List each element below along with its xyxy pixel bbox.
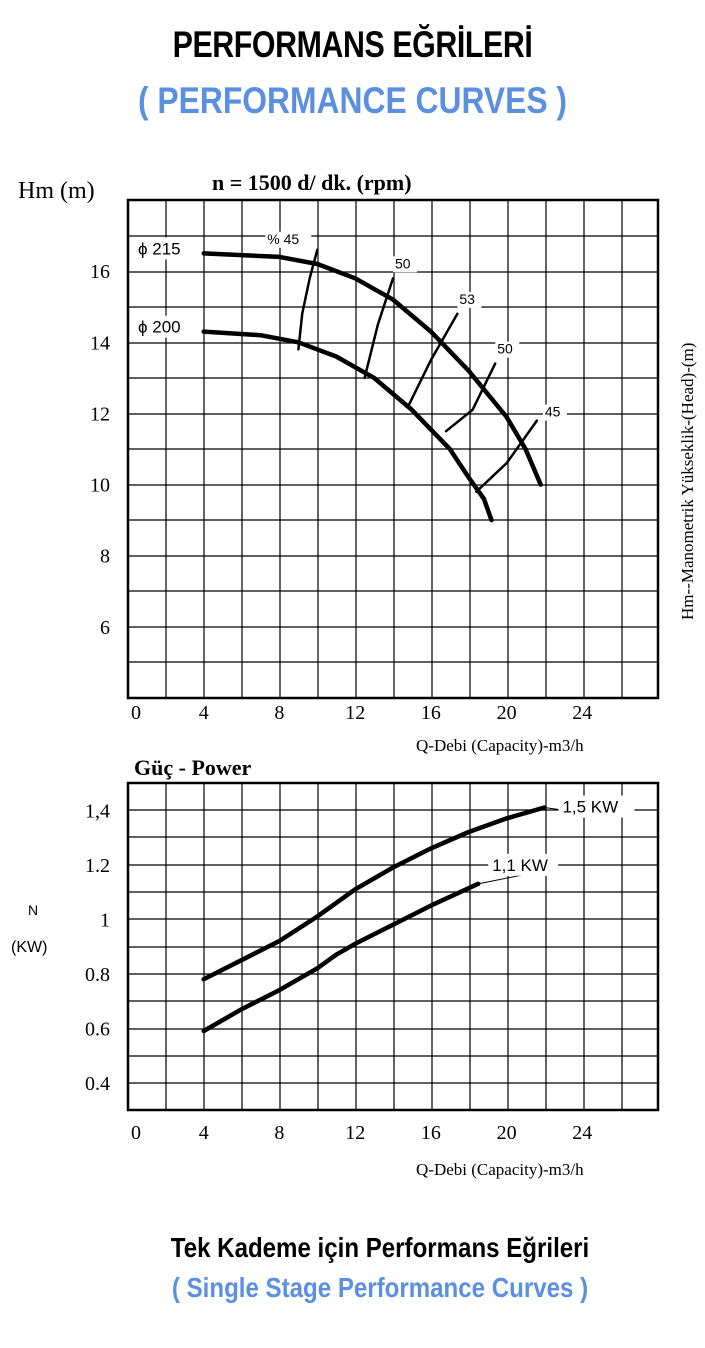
head-y-tick-label: 6 bbox=[100, 617, 110, 639]
efficiency-line bbox=[297, 248, 319, 351]
head-axis-title: Hm (m) bbox=[18, 178, 95, 204]
footer-subtitle: ( Single Stage Performance Curves ) bbox=[171, 1272, 589, 1303]
efficiency-label: 50 bbox=[497, 341, 513, 357]
head-y-tick-label: 8 bbox=[100, 546, 110, 568]
head-y-tick-label: 12 bbox=[90, 403, 110, 425]
head-x-tick-label: 8 bbox=[274, 702, 284, 724]
motor-label-bg bbox=[488, 853, 559, 876]
page-title: PERFORMANS EĞRİLERİ bbox=[172, 24, 533, 65]
motor-label: 1,5 KW bbox=[562, 798, 618, 817]
head-y-tick-label: 16 bbox=[90, 261, 110, 283]
head-x-axis-label: Q-Debi (Capacity)-m3/h bbox=[416, 736, 584, 755]
power-x-tick-label: 0 bbox=[131, 1122, 141, 1144]
power-y-tick-label: 0.8 bbox=[85, 964, 110, 986]
power-x-tick-label: 4 bbox=[199, 1122, 209, 1144]
head-x-tick-label: 20 bbox=[497, 702, 517, 724]
efficiency-line bbox=[444, 362, 497, 433]
head-x-tick-label: 24 bbox=[572, 702, 592, 724]
power-x-tick-label: 20 bbox=[497, 1122, 517, 1144]
footer-title: Tek Kademe için Performans Eğrileri bbox=[170, 1232, 590, 1263]
head-curve-label: ϕ 200 bbox=[138, 318, 181, 337]
efficiency-line bbox=[406, 312, 459, 408]
head-curve-label: ϕ 215 bbox=[138, 239, 181, 258]
efficiency-label-bg bbox=[495, 341, 520, 358]
efficiency-label-bg bbox=[393, 256, 418, 273]
power-y-tick-label: 1.2 bbox=[85, 855, 110, 877]
power-chart: 0 4 8 12 16 20 24 0.4 0.6 0.8 1 1.2 1,4 1,5 KW 1,1 KW bbox=[85, 781, 660, 1144]
power-x-tick-label: 24 bbox=[572, 1122, 592, 1144]
head-x-tick-label: 4 bbox=[199, 702, 209, 724]
head-y-tick-label: 10 bbox=[90, 475, 110, 497]
head-x-tick-label: 12 bbox=[345, 702, 365, 724]
power-x-tick-label: 12 bbox=[345, 1122, 365, 1144]
head-side-axis-label: Hm--Manometrik Yükseklik-(Head)-(m) bbox=[678, 343, 697, 620]
power-chart-title: Güç - Power bbox=[134, 755, 252, 780]
power-curve-line bbox=[201, 881, 481, 1034]
power-y-tick-label: 1,4 bbox=[85, 800, 110, 822]
power-x-tick-label: 16 bbox=[421, 1122, 441, 1144]
head-chart-title: n = 1500 d/ dk. (rpm) bbox=[212, 170, 412, 195]
head-curve-label-bg bbox=[134, 237, 190, 260]
head-y-tick-label: 14 bbox=[90, 332, 110, 354]
head-x-tick-label: 0 bbox=[131, 702, 141, 724]
efficiency-label: 45 bbox=[545, 404, 561, 420]
head-curve-label-bg bbox=[134, 315, 190, 338]
efficiency-label: % 45 bbox=[267, 231, 299, 247]
power-x-axis-label: Q-Debi (Capacity)-m3/h bbox=[416, 1160, 584, 1179]
motor-label-bg bbox=[558, 795, 635, 818]
motor-label-leader bbox=[544, 807, 559, 811]
power-x-tick-label: 8 bbox=[274, 1122, 284, 1144]
efficiency-line bbox=[363, 277, 395, 380]
head-curve-line bbox=[201, 251, 543, 487]
efficiency-label-bg bbox=[265, 231, 312, 248]
efficiency-label: 50 bbox=[395, 255, 411, 271]
power-y-tick-label: 0.4 bbox=[85, 1073, 110, 1095]
head-x-tick-label: 16 bbox=[421, 702, 441, 724]
power-y-axis-unit: (KW) bbox=[11, 939, 47, 956]
efficiency-label-bg bbox=[457, 291, 482, 308]
efficiency-label: 53 bbox=[459, 291, 475, 307]
head-chart: 0 4 8 12 16 20 24 6 8 10 12 14 16 ϕ 215 ϕ 200 % 45 50 53 5… bbox=[90, 198, 660, 724]
motor-label: 1,1 KW bbox=[492, 856, 548, 875]
efficiency-line bbox=[475, 419, 539, 493]
efficiency-label-bg bbox=[542, 404, 567, 421]
power-y-axis-label: N bbox=[28, 902, 38, 918]
power-curve-line bbox=[201, 805, 547, 982]
power-y-tick-label: 1 bbox=[100, 909, 110, 931]
power-y-tick-label: 0.6 bbox=[85, 1018, 110, 1040]
page-subtitle: ( PERFORMANCE CURVES ) bbox=[137, 80, 568, 121]
head-curve-line bbox=[201, 329, 494, 523]
